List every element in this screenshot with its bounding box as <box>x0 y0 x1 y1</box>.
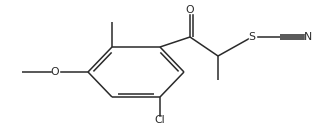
Bar <box>52 69 59 75</box>
Text: O: O <box>51 67 59 77</box>
Text: N: N <box>304 32 312 42</box>
Bar <box>249 34 256 40</box>
Text: S: S <box>249 32 256 42</box>
Bar <box>305 34 311 40</box>
Text: Cl: Cl <box>155 115 165 125</box>
Bar <box>187 7 193 13</box>
Text: O: O <box>186 5 194 15</box>
Bar <box>155 117 166 123</box>
